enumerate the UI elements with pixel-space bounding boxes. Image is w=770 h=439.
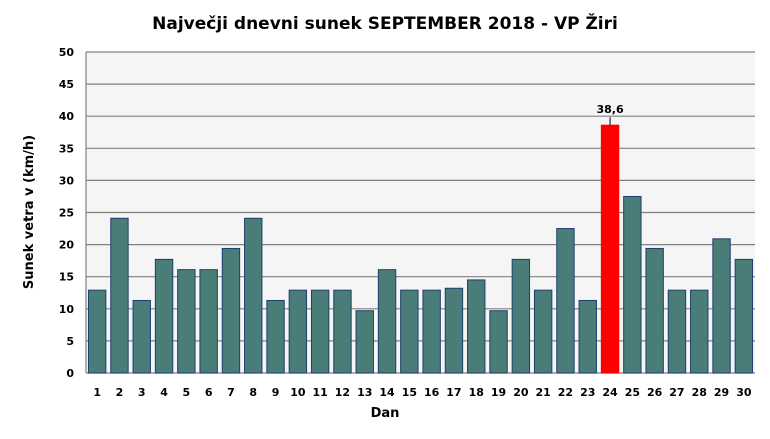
- bar-day-14: [377, 269, 397, 374]
- y-tick-label: 0: [66, 367, 74, 380]
- y-tick-label: 10: [59, 303, 75, 316]
- bar-day-27: [667, 289, 687, 374]
- x-tick-label: 3: [138, 386, 146, 399]
- bar-day-5: [177, 269, 196, 374]
- bar-day-17: [444, 287, 464, 374]
- y-tick-label: 30: [59, 174, 75, 187]
- x-tick-label: 18: [469, 386, 484, 399]
- x-tick-label: 1: [93, 386, 101, 399]
- bar-day-4: [154, 258, 174, 374]
- x-tick-label: 5: [183, 386, 191, 399]
- bar-day-20: [511, 258, 531, 374]
- x-tick-label: 21: [535, 386, 550, 399]
- bar-day-9: [266, 299, 285, 374]
- x-tick-label: 17: [446, 386, 461, 399]
- max-data-label: 38,6: [596, 103, 623, 116]
- bar-day-28: [690, 289, 709, 374]
- bar-day-15: [400, 289, 419, 374]
- bar-day-13: [355, 310, 374, 374]
- bar-day-11: [310, 289, 330, 374]
- bar-day-23: [578, 299, 597, 374]
- x-tick-label: 26: [647, 386, 663, 399]
- bar-day-8: [244, 217, 263, 374]
- bar-day-29: [712, 238, 731, 374]
- x-tick-label: 28: [692, 386, 707, 399]
- bar-day-7: [221, 247, 241, 374]
- y-tick-label: 35: [59, 142, 74, 155]
- x-tick-label: 29: [714, 386, 729, 399]
- x-tick-label: 16: [424, 386, 440, 399]
- x-tick-label: 20: [513, 386, 529, 399]
- y-tick-label: 25: [59, 207, 74, 220]
- y-tick-label: 50: [59, 46, 75, 59]
- y-tick-label: 40: [59, 110, 75, 123]
- bar-day-25: [623, 195, 642, 374]
- x-tick-label: 30: [736, 386, 752, 399]
- bar-day-24: [600, 124, 620, 374]
- x-tick-label: 10: [290, 386, 306, 399]
- x-tick-label: 6: [205, 386, 213, 399]
- bar-day-26: [645, 247, 664, 374]
- x-tick-label: 13: [357, 386, 372, 399]
- x-tick-label: 27: [669, 386, 684, 399]
- bar-day-18: [467, 279, 486, 374]
- bar-day-19: [489, 310, 508, 374]
- x-tick-label: 2: [116, 386, 124, 399]
- y-tick-label: 5: [66, 335, 74, 348]
- chart-title: Največji dnevni sunek SEPTEMBER 2018 - V…: [152, 12, 618, 34]
- bar-day-21: [533, 289, 553, 374]
- x-tick-label: 14: [379, 386, 395, 399]
- x-tick-label: 15: [402, 386, 417, 399]
- bar-day-30: [734, 258, 754, 374]
- bar-day-3: [132, 299, 151, 374]
- x-tick-label: 23: [580, 386, 595, 399]
- bar-day-22: [556, 228, 575, 374]
- y-tick-label: 45: [59, 78, 74, 91]
- x-tick-label: 24: [602, 386, 618, 399]
- x-tick-label: 9: [272, 386, 280, 399]
- x-tick-label: 22: [558, 386, 573, 399]
- x-axis-label: Dan: [371, 406, 400, 421]
- bar-day-6: [199, 269, 218, 374]
- x-tick-label: 19: [491, 386, 506, 399]
- bar-day-1: [87, 289, 107, 374]
- y-tick-label: 20: [59, 239, 75, 252]
- bar-day-12: [333, 289, 352, 374]
- x-tick-label: 25: [625, 386, 640, 399]
- x-tick-label: 8: [249, 386, 257, 399]
- y-axis-label: Sunek vetra v (km/h): [22, 135, 37, 289]
- x-tick-label: 4: [160, 386, 168, 399]
- bar-day-10: [288, 289, 308, 374]
- x-tick-label: 12: [335, 386, 350, 399]
- x-tick-label: 11: [312, 386, 327, 399]
- bar-day-16: [422, 289, 441, 374]
- y-tick-label: 15: [59, 271, 74, 284]
- x-tick-label: 7: [227, 386, 235, 399]
- bar-day-2: [110, 217, 129, 374]
